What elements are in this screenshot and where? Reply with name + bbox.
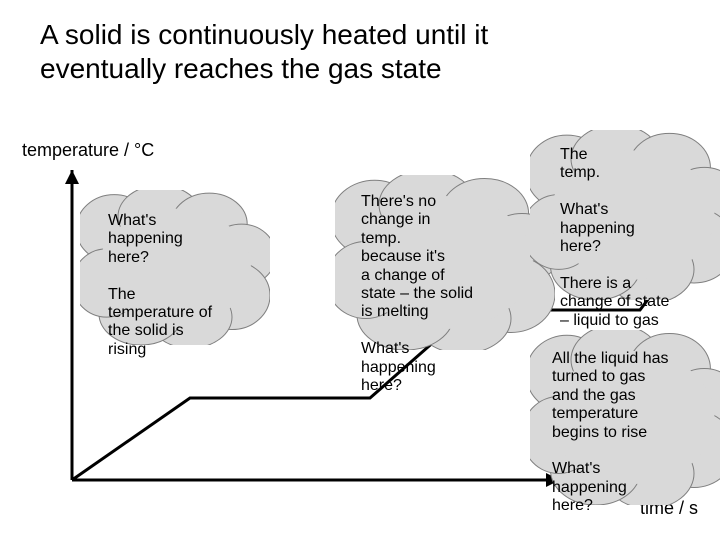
bubble-solid-rising-text: What's happening here? The temperature o… xyxy=(108,212,259,359)
diagram-stage: A solid is continuously heated until it … xyxy=(0,0,720,540)
bubble-melting-text: There's no change in temp. because it's … xyxy=(361,193,545,395)
bubble-melting: There's no change in temp. because it's … xyxy=(335,175,555,350)
bubble-boiling: All the liquid has turned to gas and the… xyxy=(530,330,720,505)
bubble-solid-rising: What's happening here? The temperature o… xyxy=(80,190,270,345)
bubble-boiling-text: All the liquid has turned to gas and the… xyxy=(552,350,720,516)
bubble-liquid-rising-text: The temp. What's happening here? There i… xyxy=(560,146,720,330)
bubble-liquid-rising: The temp. What's happening here? There i… xyxy=(530,130,720,300)
